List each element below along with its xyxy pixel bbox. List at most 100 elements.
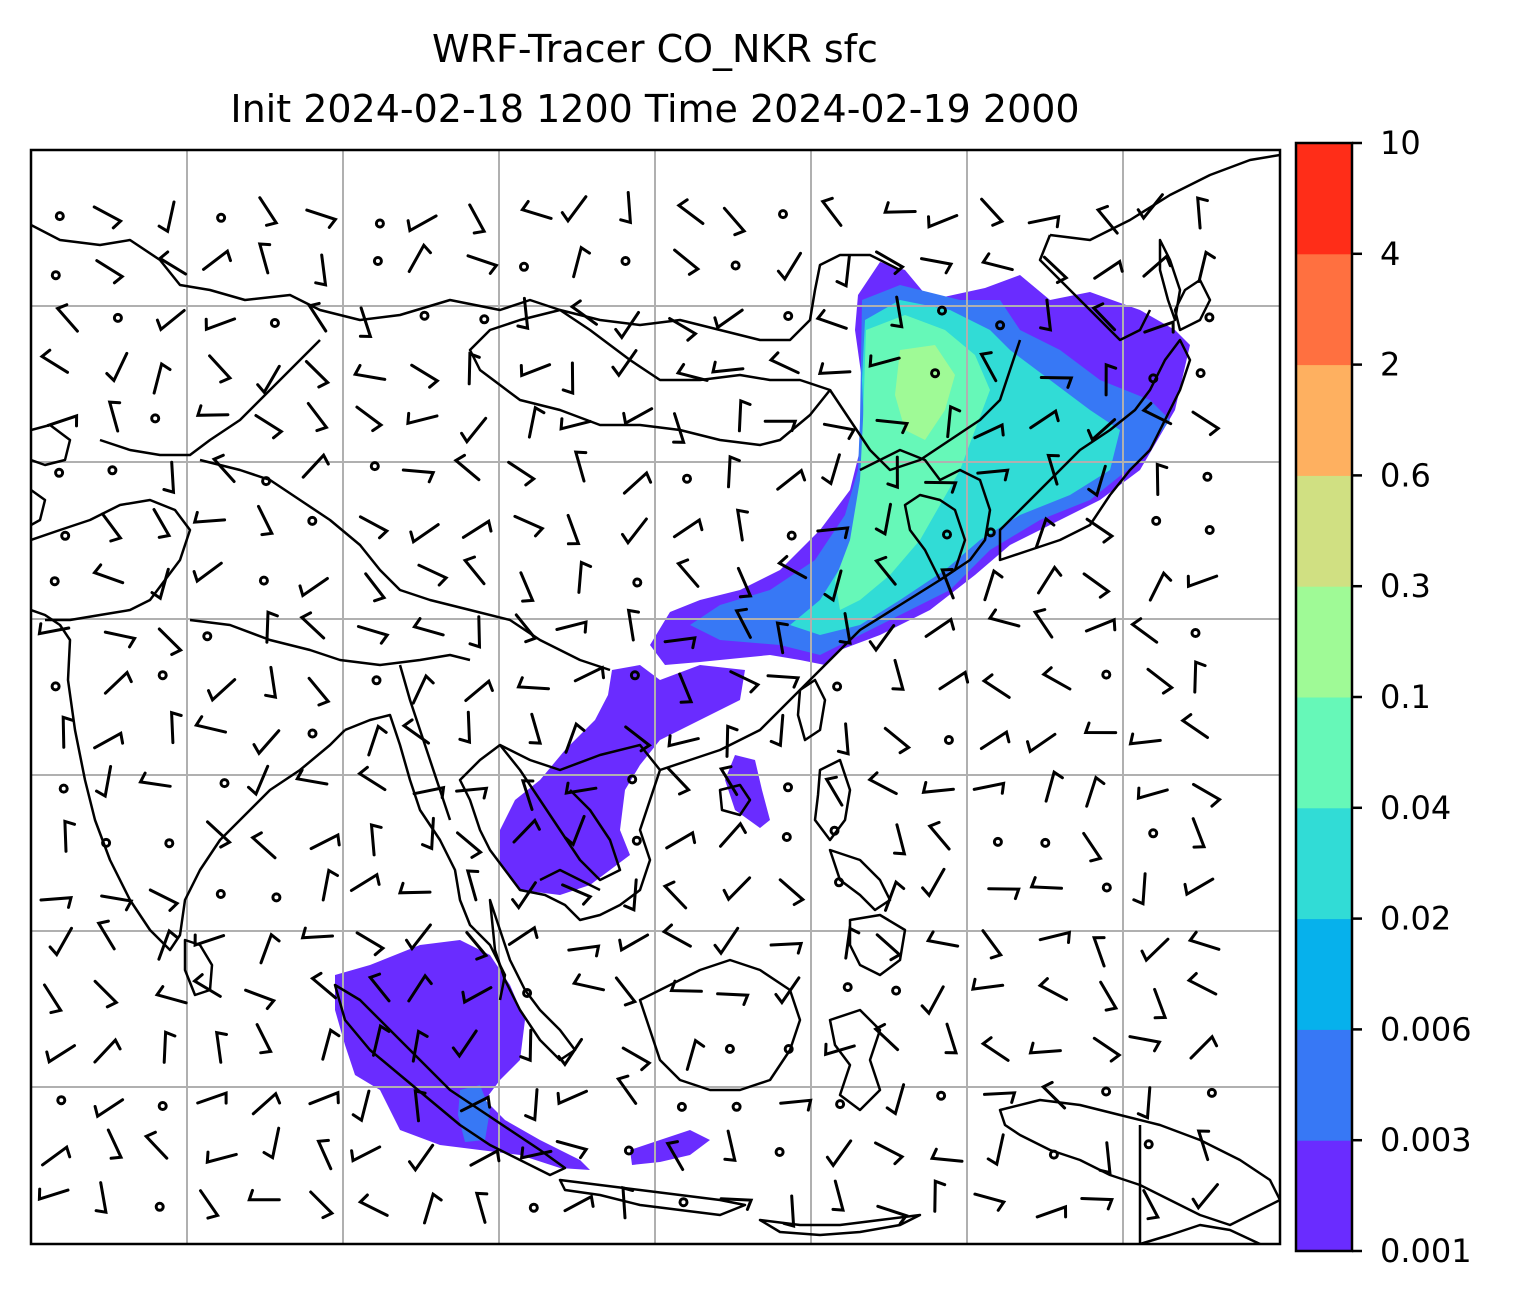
wind-barb: [411, 1029, 429, 1063]
wind-barb: [305, 208, 338, 229]
calm-wind-marker: [676, 1101, 687, 1112]
wind-barb: [981, 929, 1004, 960]
calm-wind-marker: [58, 783, 69, 794]
wind-barb: [1136, 1086, 1152, 1120]
calm-wind-marker: [307, 515, 318, 526]
wind-barb: [1080, 1197, 1114, 1211]
wind-barb: [256, 364, 281, 395]
wind-barb: [1042, 255, 1069, 284]
wind-barb: [251, 1091, 282, 1116]
wind-barbs: [37, 191, 1223, 1228]
coast-sakhalin: [1158, 238, 1182, 322]
wind-barb: [511, 881, 537, 911]
wind-barb: [157, 250, 188, 276]
wind-barb: [986, 1133, 1005, 1167]
wind-barb: [722, 206, 747, 237]
wind-barb: [519, 1146, 553, 1160]
wind-barb: [95, 765, 113, 799]
map-gridlines: [31, 150, 1280, 1244]
coast-taiwan: [796, 678, 827, 742]
calm-wind-marker: [1204, 525, 1215, 535]
calm-wind-marker: [54, 211, 65, 222]
wind-barb: [873, 555, 897, 586]
wind-barb: [528, 712, 543, 745]
wind-barb: [1029, 408, 1060, 430]
colorbar-cell: [1296, 143, 1352, 255]
wind-barb: [516, 676, 550, 691]
wind-barb: [254, 414, 284, 440]
colorbar-cell: [1296, 1029, 1352, 1141]
wind-barb: [883, 726, 912, 755]
wind-barb: [559, 417, 592, 431]
calm-wind-marker: [202, 631, 213, 642]
wind-barb: [45, 1044, 76, 1065]
wind-barb: [357, 1193, 389, 1217]
wind-barb: [349, 872, 381, 892]
wind-barb: [252, 729, 281, 756]
calm-wind-marker: [56, 1095, 67, 1106]
wind-barb: [514, 613, 538, 644]
wind-barb: [294, 768, 329, 786]
calm-wind-marker: [50, 681, 61, 692]
wind-barb: [41, 1144, 72, 1167]
wind-barb: [621, 1046, 652, 1072]
wind-barb: [37, 1187, 70, 1202]
wind-barb: [95, 259, 125, 285]
calm-wind-marker: [112, 312, 123, 323]
wind-barb: [557, 1037, 583, 1067]
calm-wind-marker: [631, 835, 642, 846]
wind-barb: [155, 309, 186, 332]
wind-barb: [729, 670, 761, 694]
wind-barb: [665, 1140, 685, 1171]
calm-wind-marker: [157, 1101, 168, 1111]
calm-wind-marker: [215, 889, 226, 899]
wind-barb: [257, 504, 275, 537]
border-afghanistan: [31, 498, 192, 622]
wind-barb: [1128, 732, 1162, 746]
wind-barb: [844, 926, 861, 960]
wind-barb: [920, 985, 945, 1016]
calm-wind-marker: [943, 735, 954, 745]
wind-barb: [406, 214, 438, 233]
wind-barb: [564, 721, 586, 754]
title-line-2: Init 2024-02-18 1200 Time 2024-02-19 200…: [230, 87, 1080, 131]
wind-barb: [825, 1139, 853, 1168]
wind-barb: [924, 617, 956, 638]
wind-barb: [1142, 253, 1172, 278]
wind-barb: [980, 197, 1005, 227]
wind-barb: [572, 245, 591, 279]
colorbar-tick-label: 0.006: [1380, 1010, 1472, 1048]
wind-barb: [100, 894, 134, 912]
calm-wind-marker: [1148, 373, 1159, 384]
wind-barb: [465, 931, 489, 961]
wind-barb: [460, 416, 488, 445]
wind-barb: [1085, 517, 1115, 544]
wind-barb: [1035, 1204, 1068, 1219]
calm-wind-marker: [632, 577, 643, 588]
colorbar-cell: [1296, 918, 1352, 1030]
wind-barb: [713, 308, 744, 330]
map-panel: [29, 148, 1282, 1246]
wind-barb: [624, 725, 652, 753]
wind-barb: [560, 195, 588, 224]
wind-barb: [1029, 876, 1063, 890]
wind-barb: [976, 468, 1010, 482]
calm-wind-marker: [783, 782, 793, 793]
wind-barb: [244, 988, 277, 1010]
calm-wind-marker: [834, 877, 844, 888]
calm-wind-marker: [778, 209, 788, 220]
wind-barb: [1084, 617, 1117, 633]
wind-barb: [1183, 877, 1215, 897]
wind-barb: [264, 665, 278, 699]
calm-wind-marker: [930, 368, 941, 379]
wind-barb: [93, 979, 119, 1009]
wind-barb: [512, 817, 541, 844]
wind-barb: [148, 888, 180, 912]
wind-barb: [1098, 1141, 1112, 1175]
wind-barb: [1040, 1080, 1067, 1110]
wind-barb: [464, 678, 494, 702]
calm-wind-marker: [942, 529, 952, 540]
wind-barb: [1037, 977, 1068, 1002]
calm-wind-marker: [258, 575, 269, 586]
wind-barb: [93, 730, 125, 750]
